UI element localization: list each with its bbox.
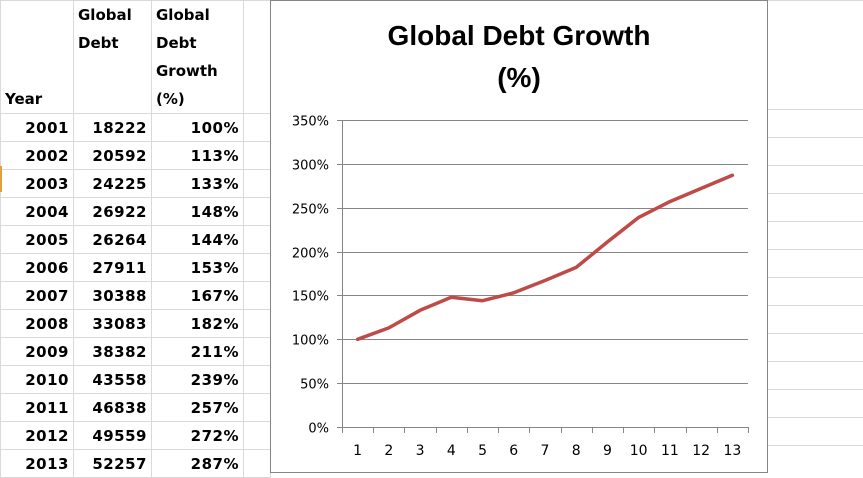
cell-growth[interactable]: 272%	[151, 421, 244, 450]
cell-year[interactable]: 2010	[0, 365, 74, 394]
cell-growth[interactable]: 144%	[151, 225, 244, 254]
table-row: 2008 33083 182%	[0, 309, 271, 338]
plot-area: 0%50%100%150%200%250%300%350%1 2 3 4 5 6 7 8 9 10…	[292, 115, 749, 459]
cell-debt[interactable]: 24225	[73, 169, 152, 198]
table-row: 2002 20592 113%	[0, 141, 271, 170]
y-tick-label: 0%	[308, 422, 329, 437]
header-global-debt[interactable]: Global Debt	[73, 0, 152, 114]
empty-cell[interactable]	[243, 365, 271, 394]
table-row: 2013 52257 287%	[0, 449, 271, 478]
x-tick-label: 7	[541, 443, 550, 459]
y-tick-label: 350%	[292, 115, 329, 130]
table-row: 2011 46838 257%	[0, 393, 271, 422]
table-row: 2003 24225 133%	[0, 169, 271, 198]
x-tick-label: 5	[478, 443, 487, 459]
row-selection-marker	[0, 166, 2, 192]
chart-title: Global Debt Growth (%)	[387, 20, 651, 93]
x-tick-label: 11	[661, 443, 679, 459]
series-line[interactable]	[355, 173, 735, 342]
cell-growth[interactable]: 182%	[151, 309, 244, 338]
cell-growth[interactable]: 167%	[151, 281, 244, 310]
x-tick-label: 3	[416, 443, 425, 459]
cell-debt[interactable]: 20592	[73, 141, 152, 170]
cell-year[interactable]: 2002	[0, 141, 74, 170]
y-tick-label: 300%	[292, 159, 329, 174]
cell-growth[interactable]: 100%	[151, 113, 244, 142]
y-tick-label: 250%	[292, 203, 329, 218]
empty-cell[interactable]	[243, 169, 271, 198]
line-chart[interactable]: Global Debt Growth (%) 0% 50% 100% 150% 200%…	[270, 0, 768, 473]
header-year[interactable]: Year	[0, 0, 74, 114]
header-row: Year Global Debt Global Debt Growth (%)	[0, 0, 271, 114]
x-tick-label: 6	[509, 443, 518, 459]
cell-growth[interactable]: 239%	[151, 365, 244, 394]
cell-growth[interactable]: 148%	[151, 197, 244, 226]
table-row: 2007 30388 167%	[0, 281, 271, 310]
table-row: 2010 43558 239%	[0, 365, 271, 394]
table-row: 2004 26922 148%	[0, 197, 271, 226]
cell-year[interactable]: 2004	[0, 197, 74, 226]
empty-cell[interactable]	[243, 393, 271, 422]
cell-debt[interactable]: 38382	[73, 337, 152, 366]
cell-year[interactable]: 2008	[0, 309, 74, 338]
cell-debt[interactable]: 52257	[73, 449, 152, 478]
empty-cell[interactable]	[243, 0, 271, 114]
table-row: 2012 49559 272%	[0, 421, 271, 450]
empty-cell[interactable]	[243, 309, 271, 338]
cell-year[interactable]: 2001	[0, 113, 74, 142]
y-tick-label: 100%	[292, 334, 329, 349]
cell-year[interactable]: 2011	[0, 393, 74, 422]
cell-debt[interactable]: 33083	[73, 309, 152, 338]
table-row: 2006 27911 153%	[0, 253, 271, 282]
cell-debt[interactable]: 30388	[73, 281, 152, 310]
empty-cell[interactable]	[243, 449, 271, 478]
x-tick-label: 4	[447, 443, 456, 459]
cell-year[interactable]: 2006	[0, 253, 74, 282]
empty-cell[interactable]	[243, 197, 271, 226]
empty-cell[interactable]	[243, 141, 271, 170]
x-tick-label: 12	[692, 443, 710, 459]
cell-year[interactable]: 2007	[0, 281, 74, 310]
cell-year[interactable]: 2005	[0, 225, 74, 254]
cell-growth[interactable]: 113%	[151, 141, 244, 170]
empty-cell[interactable]	[243, 113, 271, 142]
y-tick-label: 50%	[300, 378, 329, 393]
empty-cell[interactable]	[243, 337, 271, 366]
cell-debt[interactable]: 43558	[73, 365, 152, 394]
x-tick-label: 8	[572, 443, 581, 459]
cell-debt[interactable]: 46838	[73, 393, 152, 422]
cell-debt[interactable]: 26264	[73, 225, 152, 254]
table-row: 2005 26264 144%	[0, 225, 271, 254]
table-row: 2001 18222 100%	[0, 113, 271, 142]
empty-cell[interactable]	[243, 281, 271, 310]
data-table: Year Global Debt Global Debt Growth (%) …	[0, 0, 271, 478]
x-tick-label: 13	[723, 443, 741, 459]
cell-year[interactable]: 2012	[0, 421, 74, 450]
header-global-debt-growth[interactable]: Global Debt Growth (%)	[151, 0, 244, 114]
table-row: 2009 38382 211%	[0, 337, 271, 366]
y-tick-label: 200%	[292, 247, 329, 262]
cell-debt[interactable]: 18222	[73, 113, 152, 142]
x-tick-label: 1	[353, 443, 362, 459]
empty-cell[interactable]	[243, 225, 271, 254]
cell-year[interactable]: 2013	[0, 449, 74, 478]
cell-debt[interactable]: 27911	[73, 253, 152, 282]
y-tick-label: 150%	[292, 290, 329, 305]
cell-debt[interactable]: 49559	[73, 421, 152, 450]
x-tick-label: 2	[384, 443, 393, 459]
empty-cell[interactable]	[243, 253, 271, 282]
cell-growth[interactable]: 287%	[151, 449, 244, 478]
cell-growth[interactable]: 211%	[151, 337, 244, 366]
cell-growth[interactable]: 153%	[151, 253, 244, 282]
cell-growth[interactable]: 133%	[151, 169, 244, 198]
x-tick-label: 10	[630, 443, 648, 459]
x-tick-label: 9	[603, 443, 612, 459]
empty-cell[interactable]	[243, 421, 271, 450]
cell-year[interactable]: 2003	[0, 169, 74, 198]
cell-debt[interactable]: 26922	[73, 197, 152, 226]
cell-growth[interactable]: 257%	[151, 393, 244, 422]
cell-year[interactable]: 2009	[0, 337, 74, 366]
